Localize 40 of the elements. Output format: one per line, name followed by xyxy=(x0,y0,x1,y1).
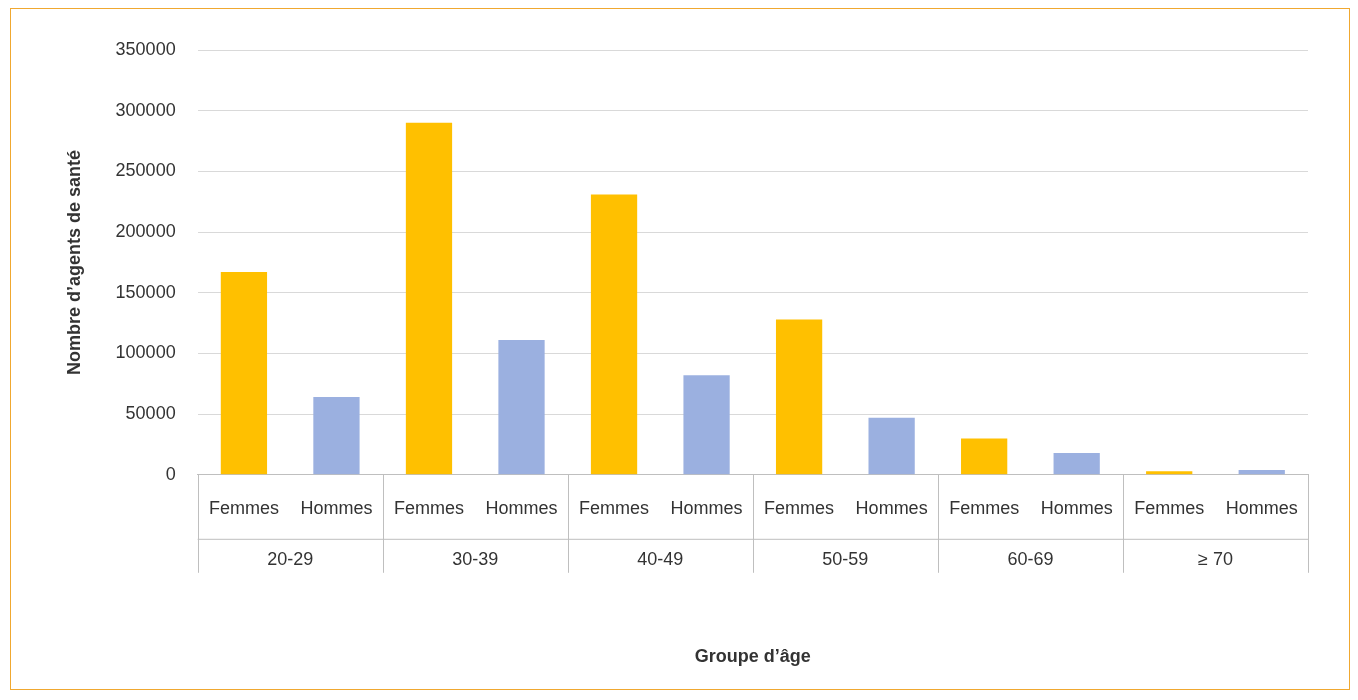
bar xyxy=(961,438,1008,475)
x-tick-label: 40-49 xyxy=(637,548,684,569)
bar xyxy=(1053,452,1100,475)
x-tick-label: 50-59 xyxy=(822,548,869,569)
text: Hommes xyxy=(485,497,558,518)
y-tick-label: 300000 xyxy=(115,99,176,120)
text: Hommes xyxy=(855,497,928,518)
x-tick-label: 60-69 xyxy=(1007,548,1054,569)
x-tick-label: ≥ 70 xyxy=(1198,548,1233,569)
y-tick-label: 150000 xyxy=(115,281,176,302)
bar xyxy=(313,397,360,475)
series-label: Hommes xyxy=(1225,497,1298,518)
text: Femmes xyxy=(579,497,650,518)
bar xyxy=(590,194,638,475)
y-tick-label: 200000 xyxy=(115,221,176,242)
text: Femmes xyxy=(1134,497,1205,518)
bar xyxy=(683,375,730,475)
series-label: Femmes xyxy=(393,497,464,518)
text: Hommes xyxy=(670,497,743,518)
text: Femmes xyxy=(764,497,835,518)
x-tick-label: 20-29 xyxy=(267,548,314,569)
y-tick-label: 350000 xyxy=(115,38,176,59)
y-axis-title: Nombre d’agents de santé xyxy=(63,149,84,375)
x-tick-label: 30-39 xyxy=(452,548,499,569)
bar xyxy=(498,340,545,475)
bar xyxy=(775,319,823,475)
bar xyxy=(405,122,453,475)
text: Femmes xyxy=(208,497,279,518)
y-tick-label: 0 xyxy=(165,463,176,484)
y-tick-label: 100000 xyxy=(115,342,176,363)
text: Femmes xyxy=(949,497,1020,518)
text: Hommes xyxy=(1040,497,1113,518)
bar xyxy=(220,272,268,475)
y-tick-label: 50000 xyxy=(125,403,176,424)
bar xyxy=(1146,471,1193,475)
bar xyxy=(868,417,915,475)
y-tick-label: 250000 xyxy=(115,160,176,181)
text: Hommes xyxy=(300,497,373,518)
bar xyxy=(1238,469,1285,475)
x-axis-title: Groupe d’âge xyxy=(694,646,811,667)
